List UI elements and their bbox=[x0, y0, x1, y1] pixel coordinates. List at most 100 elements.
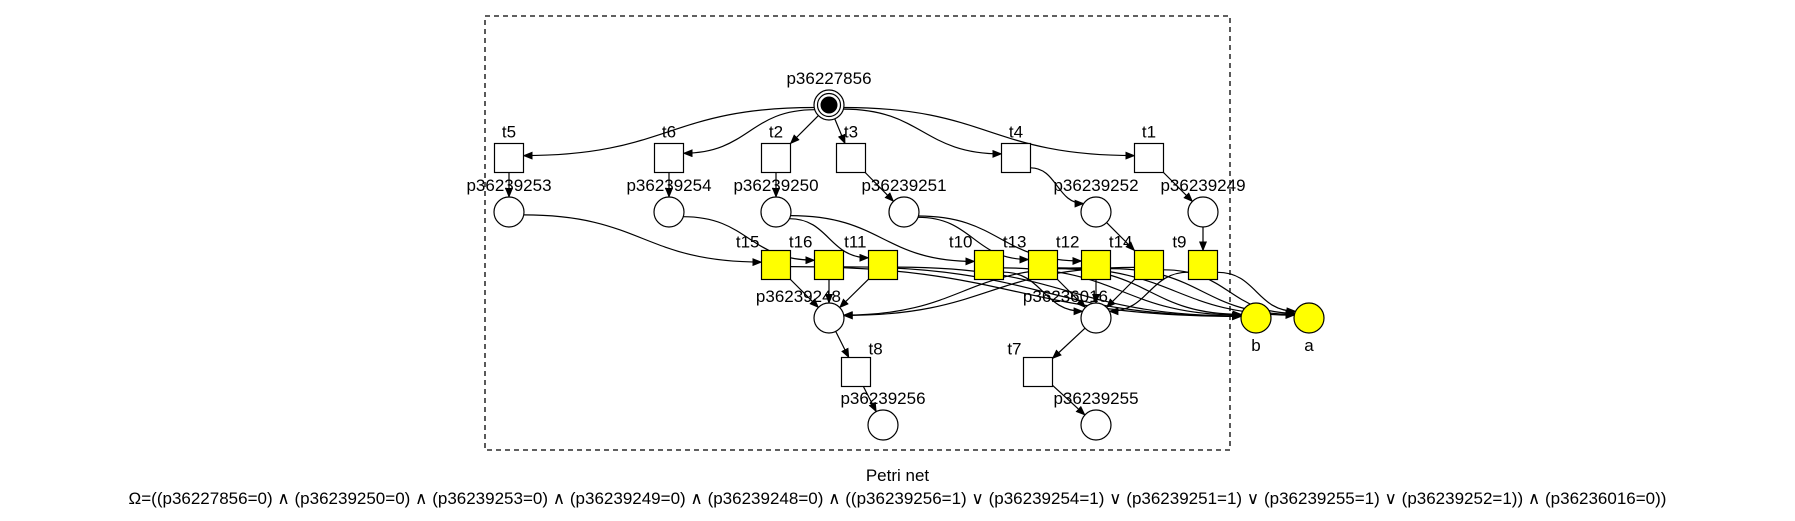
label-t11: t11 bbox=[844, 233, 866, 252]
label-t16: t16 bbox=[789, 233, 813, 252]
transition-t8[interactable]: t8 bbox=[840, 340, 883, 388]
arc-p36227856-to-t4 bbox=[843, 108, 1003, 158]
label-b: b bbox=[1251, 336, 1260, 355]
place-p36239249[interactable]: p36239249 bbox=[1160, 176, 1246, 228]
arc-p36236016-to-t7 bbox=[1051, 327, 1086, 360]
arc-p36239248-to-t8 bbox=[835, 331, 850, 359]
transition-t4[interactable]: t4 bbox=[1000, 123, 1032, 174]
place-circle bbox=[813, 302, 845, 334]
place-b[interactable]: b bbox=[1240, 302, 1272, 355]
transition-t10[interactable]: t10 bbox=[949, 233, 1005, 281]
arc-t11-to-p36239248 bbox=[838, 278, 869, 309]
arc-t3-to-p36239251 bbox=[864, 172, 895, 203]
transition-box bbox=[973, 249, 1005, 281]
place-circle bbox=[493, 196, 525, 228]
arc-t1-to-p36239249 bbox=[1163, 172, 1194, 203]
place-p36236016[interactable]: p36236016 bbox=[1023, 287, 1112, 334]
label-t13: t13 bbox=[1003, 233, 1027, 252]
place-p36239251[interactable]: p36239251 bbox=[861, 176, 947, 228]
label-t8: t8 bbox=[869, 340, 883, 359]
label-p36239254: p36239254 bbox=[626, 176, 711, 195]
place-p36239252[interactable]: p36239252 bbox=[1053, 176, 1139, 228]
transition-t6[interactable]: t6 bbox=[653, 123, 685, 174]
arc-t14-to-p36236016 bbox=[1105, 279, 1135, 309]
label-p36239256: p36239256 bbox=[840, 389, 925, 408]
arc-p36227856-to-t5 bbox=[522, 106, 815, 160]
transition-box bbox=[760, 142, 792, 174]
diagram-formula: Ω=((p36227856=0) ∧ (p36239250=0) ∧ (p362… bbox=[128, 489, 1667, 508]
transition-t2[interactable]: t2 bbox=[760, 123, 792, 174]
arc-p36227856-to-t6 bbox=[682, 109, 815, 158]
diagram-title: Petri net bbox=[865, 466, 930, 485]
transition-t13[interactable]: t13 bbox=[1003, 233, 1059, 281]
arc-t13-to-p36236016 bbox=[1057, 279, 1087, 309]
arc-p36239250-to-t11 bbox=[789, 218, 870, 262]
transition-box bbox=[835, 142, 867, 174]
label-t4: t4 bbox=[1009, 123, 1023, 142]
arc-t8-to-p36239256 bbox=[862, 386, 877, 413]
transition-box bbox=[1187, 249, 1219, 281]
place-a[interactable]: a bbox=[1293, 302, 1325, 355]
transition-box bbox=[1000, 142, 1032, 174]
place-circle bbox=[1080, 196, 1112, 228]
transition-box bbox=[840, 356, 872, 388]
transition-t15[interactable]: t15 bbox=[736, 233, 792, 281]
transition-t12[interactable]: t12 bbox=[1056, 233, 1112, 281]
label-p36239249: p36239249 bbox=[1160, 176, 1245, 195]
transition-t5[interactable]: t5 bbox=[493, 123, 525, 174]
transition-box bbox=[1027, 249, 1059, 281]
place-circle bbox=[1080, 409, 1112, 441]
label-a: a bbox=[1304, 336, 1314, 355]
place-p36239254[interactable]: p36239254 bbox=[626, 176, 712, 228]
place-inner-ring bbox=[816, 92, 842, 118]
label-t1: t1 bbox=[1142, 123, 1156, 142]
arc-p36227856-to-t2 bbox=[789, 115, 819, 145]
place-p36239250[interactable]: p36239250 bbox=[733, 176, 819, 228]
label-p36239251: p36239251 bbox=[861, 176, 946, 195]
transition-t16[interactable]: t16 bbox=[789, 233, 845, 281]
place-p36239255[interactable]: p36239255 bbox=[1053, 389, 1139, 441]
label-p36227856: p36227856 bbox=[786, 69, 871, 88]
place-p36239256[interactable]: p36239256 bbox=[840, 389, 926, 441]
transition-box bbox=[1133, 249, 1165, 281]
nodes-layer: p36227856 p36239253 p36239254 p36239250 p362… bbox=[466, 69, 1325, 441]
transition-box bbox=[1133, 142, 1165, 174]
transition-t9[interactable]: t9 bbox=[1172, 233, 1219, 281]
label-t2: t2 bbox=[769, 123, 783, 142]
place-p36239253[interactable]: p36239253 bbox=[466, 176, 552, 228]
label-t15: t15 bbox=[736, 233, 760, 252]
place-p36239248[interactable]: p36239248 bbox=[756, 287, 845, 334]
transition-t14[interactable]: t14 bbox=[1109, 233, 1165, 281]
place-circle bbox=[1187, 196, 1219, 228]
arc-t16-to-b bbox=[843, 266, 1243, 321]
label-p36236016: p36236016 bbox=[1023, 287, 1108, 306]
transition-box bbox=[760, 249, 792, 281]
arc-t15-to-p36239248 bbox=[790, 279, 820, 309]
transition-box bbox=[493, 142, 525, 174]
label-t14: t14 bbox=[1109, 233, 1133, 252]
cluster-boundary bbox=[484, 15, 1231, 451]
arc-p36239250-to-t10 bbox=[790, 215, 976, 266]
place-p36227856[interactable]: p36227856 bbox=[786, 69, 872, 121]
arc-p36239251-to-t13 bbox=[917, 216, 1030, 264]
arcs-layer bbox=[505, 106, 1297, 416]
label-t7: t7 bbox=[1007, 340, 1021, 359]
transition-box bbox=[653, 142, 685, 174]
transition-box bbox=[813, 249, 845, 281]
arc-p36227856-to-t1 bbox=[843, 106, 1136, 160]
arc-t9-to-a bbox=[1217, 271, 1297, 316]
label-p36239255: p36239255 bbox=[1053, 389, 1138, 408]
label-p36239252: p36239252 bbox=[1053, 176, 1138, 195]
arc-t7-to-p36239255 bbox=[1052, 384, 1086, 416]
transition-t1[interactable]: t1 bbox=[1133, 123, 1165, 174]
token-dot bbox=[820, 96, 838, 114]
label-p36239248: p36239248 bbox=[756, 287, 841, 306]
transition-t7[interactable]: t7 bbox=[1007, 340, 1054, 388]
transition-t3[interactable]: t3 bbox=[835, 123, 867, 174]
label-p36239250: p36239250 bbox=[733, 176, 818, 195]
place-circle bbox=[1080, 302, 1112, 334]
transition-t11[interactable]: t11 bbox=[844, 233, 899, 281]
place-circle bbox=[888, 196, 920, 228]
place-circle bbox=[653, 196, 685, 228]
label-t9: t9 bbox=[1172, 233, 1186, 252]
